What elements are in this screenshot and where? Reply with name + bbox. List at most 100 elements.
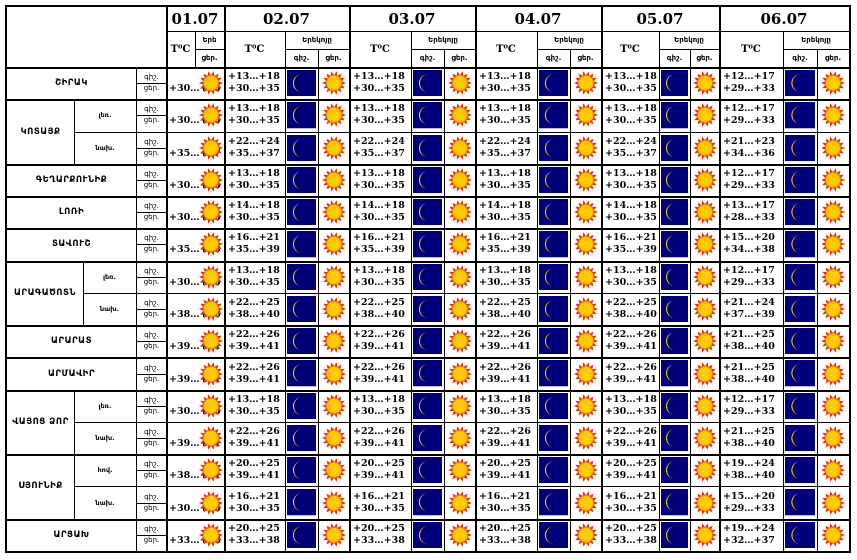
region-line xyxy=(7,260,849,263)
sub-col-line xyxy=(783,454,784,487)
night-label: գիշ. xyxy=(144,73,159,82)
moon-icon xyxy=(413,166,442,194)
temp-range: +20…+25 +33…+38 xyxy=(603,519,659,551)
sun-icon xyxy=(821,458,845,483)
region-name: ԱՐՑԱԽ xyxy=(53,529,90,540)
region-line xyxy=(7,99,849,102)
night-temp: +22…+26 xyxy=(605,329,657,341)
date-header: 06.07 xyxy=(760,10,808,28)
sun-icon xyxy=(821,135,845,160)
label-mid-line xyxy=(137,502,166,504)
sub-col-line xyxy=(411,292,412,326)
temp-range: +22…+25 +38…+40 xyxy=(351,293,411,325)
day-temp: +33…+38 xyxy=(605,534,657,546)
day-temp: +33…+38 xyxy=(479,534,531,546)
moon-icon xyxy=(287,263,316,290)
zone-line xyxy=(74,486,849,488)
sub-col-line xyxy=(444,454,445,487)
moon-icon xyxy=(539,70,568,97)
sub-col-line xyxy=(783,292,784,326)
day-temp: +30…+35 xyxy=(353,405,405,417)
sub-col-line xyxy=(285,196,286,229)
row-line xyxy=(137,99,166,101)
sub-col-line xyxy=(817,163,818,197)
day-temp: +35…+39 xyxy=(353,244,405,256)
moon-icon xyxy=(661,263,688,290)
moon-icon xyxy=(539,457,568,484)
temp-day-1: +30…+35 xyxy=(169,212,221,224)
temp-day-1: +30…+35 xyxy=(169,179,221,191)
night-label: գիշ. xyxy=(144,331,159,340)
moon-icon xyxy=(785,328,815,355)
temp-range: +13…+18 +30…+35 xyxy=(351,99,411,131)
grid-line xyxy=(195,49,224,50)
sun-icon xyxy=(573,490,598,515)
night-temp: +22…+25 xyxy=(228,296,280,308)
label-mid-line xyxy=(137,470,166,472)
evening-header: Երեկոյը xyxy=(428,36,458,44)
sun-icon xyxy=(573,297,598,321)
sub-col-line xyxy=(285,131,286,164)
day-temp: +30…+35 xyxy=(605,405,657,417)
night-temp: +16…+21 xyxy=(228,490,280,502)
sub-col-line xyxy=(659,421,660,455)
sub-col-line xyxy=(817,454,818,487)
day-night-labels: գիշ. ցեր. xyxy=(137,99,166,131)
region-name: ԱՐՄԱՎԻՐ xyxy=(47,368,95,379)
sun-icon xyxy=(447,168,472,192)
temp-range: +14…+18 +30…+35 xyxy=(226,196,285,228)
moon-icon xyxy=(661,231,688,258)
row-line xyxy=(137,196,166,198)
sub-col-line xyxy=(570,131,571,164)
sub-col-line xyxy=(444,131,445,164)
day-temp: +39…+41 xyxy=(479,470,531,482)
day-temp: +35…+39 xyxy=(605,244,657,256)
day-temp: +39…+41 xyxy=(353,438,405,450)
moon-icon xyxy=(413,199,442,226)
sub-col-line xyxy=(318,454,319,487)
sun-icon xyxy=(198,297,223,321)
temp-day-1: +39…+41 xyxy=(169,341,221,353)
sun-icon xyxy=(821,71,845,95)
label-mid-line xyxy=(137,115,166,117)
sub-col-line xyxy=(318,486,319,519)
moon-icon xyxy=(287,360,316,387)
temp-range: +13…+18 +30…+35 xyxy=(477,390,537,422)
region-line xyxy=(7,357,849,360)
sub-col-line xyxy=(285,518,286,551)
region-name: ՎԱՅՈՑ ՁՈՐ xyxy=(12,416,69,427)
night-temp: +13…+18 xyxy=(228,167,280,179)
night-temp: +13…+18 xyxy=(605,103,657,115)
moon-icon xyxy=(661,166,688,194)
day-temp: +37…+39 xyxy=(723,308,775,320)
night-temp: +22…+24 xyxy=(353,135,405,147)
day-temp: +39…+41 xyxy=(353,470,405,482)
sub-col-line xyxy=(318,292,319,326)
sun-icon xyxy=(573,458,598,483)
sub-col-line xyxy=(444,292,445,326)
day-temp: +39…+41 xyxy=(228,470,280,482)
temp-day-1: +38…+40 xyxy=(169,309,221,320)
day-night-labels: գիշ. ցեր. xyxy=(137,422,166,454)
sub-col-line xyxy=(570,389,571,422)
sub-col-line xyxy=(690,389,691,422)
row-line xyxy=(137,67,166,68)
row-line xyxy=(137,454,166,456)
region-name: ԳԵՂԱՐՔՈՒՆԻՔ xyxy=(35,174,108,185)
label-mid-line xyxy=(137,309,166,310)
temp-range: +20…+25 +33…+38 xyxy=(477,519,537,551)
day-label: ցեր. xyxy=(143,245,160,254)
sub-col-line xyxy=(318,196,319,229)
moon-icon xyxy=(413,295,442,323)
moon-icon xyxy=(539,134,568,161)
sub-col-line xyxy=(285,67,286,100)
night-label: գիշ. xyxy=(144,395,159,404)
sub-col-line xyxy=(659,454,660,487)
night-temp: +16…+21 xyxy=(479,232,531,244)
sub-col-line xyxy=(570,518,571,551)
moon-icon xyxy=(539,263,568,290)
day-night-labels: գիշ. ցեր. xyxy=(137,454,166,486)
sun-icon xyxy=(198,426,223,450)
grid-line xyxy=(817,49,818,67)
grid-line xyxy=(318,49,319,67)
